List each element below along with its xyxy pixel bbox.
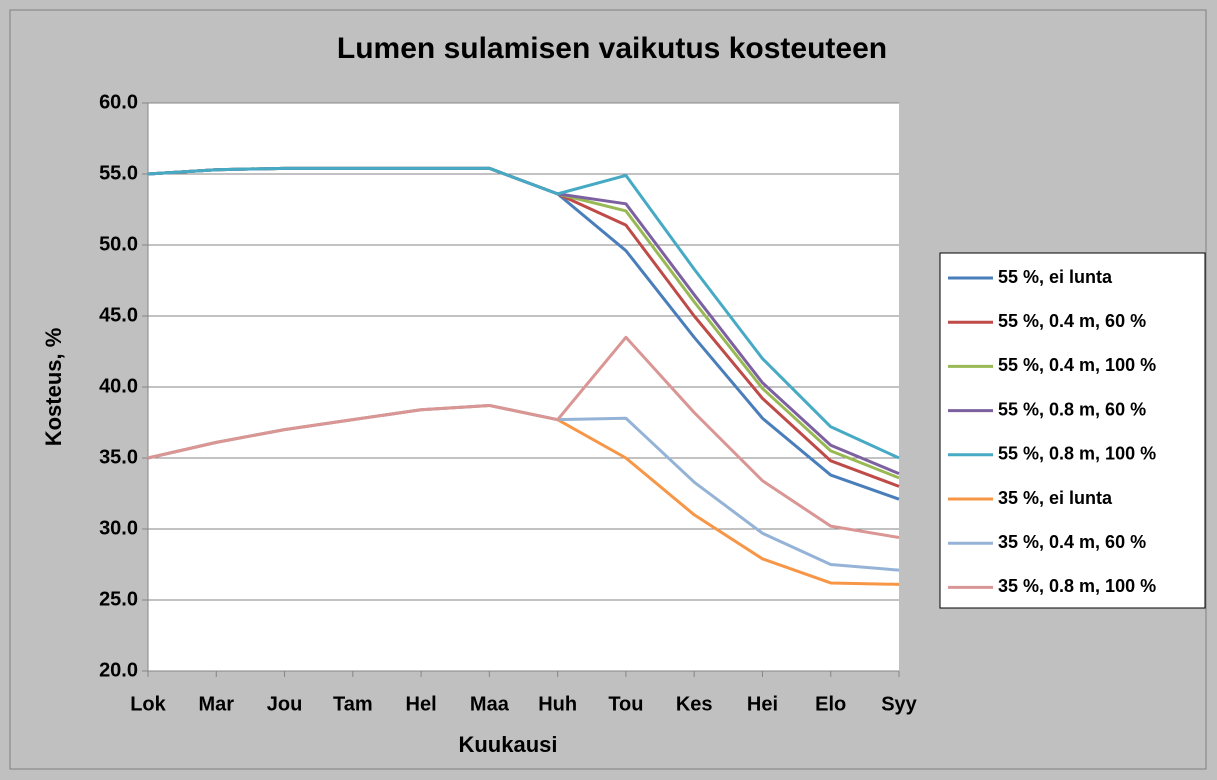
legend-label: 55 %, ei lunta — [998, 267, 1113, 287]
y-axis-title: Kosteus, % — [41, 328, 66, 447]
chart-title: Lumen sulamisen vaikutus kosteuteen — [337, 32, 887, 65]
y-tick-label: 45.0 — [99, 304, 138, 326]
legend-label: 35 %, ei lunta — [998, 488, 1113, 508]
x-tick-label: Mar — [198, 693, 234, 715]
legend-label: 55 %, 0.4 m, 100 % — [998, 355, 1156, 375]
x-tick-label: Tam — [333, 693, 373, 715]
x-tick-label: Syy — [881, 693, 917, 715]
x-tick-label: Hel — [406, 693, 437, 715]
y-tick-label: 30.0 — [99, 517, 138, 539]
x-tick-label: Lok — [130, 693, 166, 715]
y-tick-label: 20.0 — [99, 659, 138, 681]
x-tick-label: Huh — [538, 693, 577, 715]
x-tick-label: Maa — [470, 693, 510, 715]
x-tick-label: Kes — [676, 693, 713, 715]
y-tick-label: 35.0 — [99, 446, 138, 468]
legend-label: 55 %, 0.8 m, 60 % — [998, 399, 1146, 419]
y-tick-label: 60.0 — [99, 91, 138, 113]
legend-label: 55 %, 0.8 m, 100 % — [998, 444, 1156, 464]
x-tick-label: Hei — [747, 693, 778, 715]
legend-label: 35 %, 0.4 m, 60 % — [998, 532, 1146, 552]
x-tick-label: Jou — [267, 693, 303, 715]
x-axis-title: Kuukausi — [458, 732, 557, 757]
x-tick-label: Elo — [815, 693, 846, 715]
y-tick-label: 25.0 — [99, 588, 138, 610]
legend-label: 55 %, 0.4 m, 60 % — [998, 311, 1146, 331]
legend — [939, 252, 1206, 609]
series-line — [147, 335, 900, 539]
y-tick-label: 40.0 — [99, 375, 138, 397]
y-tick-label: 50.0 — [99, 233, 138, 255]
x-tick-label: Tou — [608, 693, 643, 715]
series-line — [147, 166, 900, 460]
y-tick-label: 55.0 — [99, 162, 138, 184]
legend-label: 35 %, 0.8 m, 100 % — [998, 576, 1156, 596]
